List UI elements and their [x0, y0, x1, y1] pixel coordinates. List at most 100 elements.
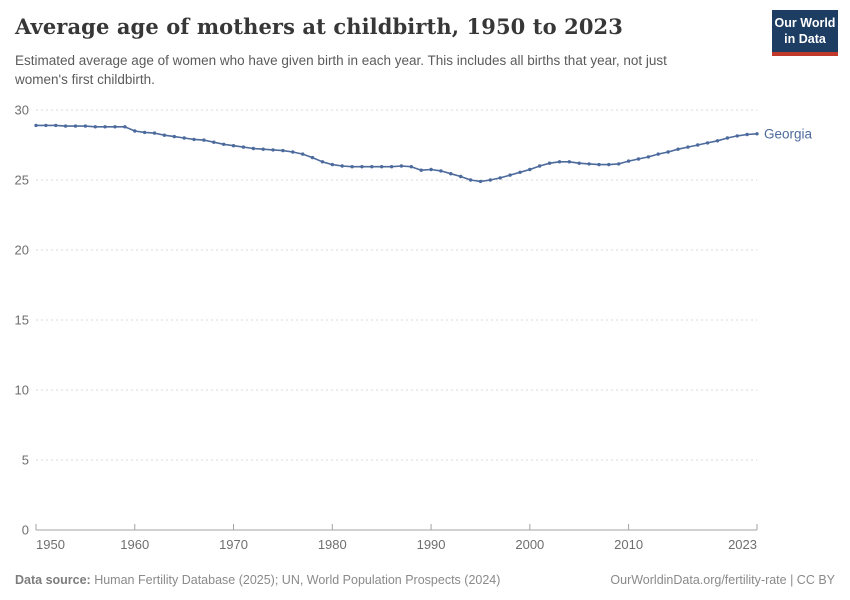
data-point — [162, 133, 167, 137]
data-point — [231, 144, 236, 148]
data-point — [54, 123, 58, 128]
page-title: Average age of mothers at childbirth, 19… — [15, 14, 623, 39]
data-source-note: Data source: Human Fertility Database (2… — [15, 573, 500, 587]
data-point — [133, 129, 137, 133]
x-tick-label: 1990 — [417, 537, 446, 552]
y-tick-label: 30 — [15, 103, 29, 118]
owid-logo-line2: in Data — [784, 31, 826, 46]
data-point — [34, 123, 38, 128]
data-point — [508, 173, 512, 177]
data-point — [93, 125, 98, 129]
y-tick-label: 20 — [15, 243, 29, 258]
x-tick-label: 1970 — [219, 537, 248, 552]
data-point — [212, 140, 216, 144]
x-axis: 1950 1960 1970 1980 1990 2000 2010 2023 — [35, 524, 758, 552]
data-point — [409, 165, 413, 169]
data-point — [636, 157, 641, 161]
data-point — [439, 169, 443, 173]
data-point — [202, 138, 206, 142]
data-point — [577, 161, 581, 165]
data-point — [686, 145, 690, 149]
data-source-text: Human Fertility Database (2025); UN, Wor… — [90, 573, 501, 587]
data-point — [350, 165, 354, 169]
data-source-label: Data source: — [15, 573, 91, 587]
data-point — [459, 174, 463, 179]
data-point — [498, 176, 502, 180]
data-point — [142, 130, 147, 135]
chart-footer: Data source: Human Fertility Database (2… — [15, 573, 835, 587]
data-point — [705, 141, 710, 145]
data-point — [44, 123, 48, 128]
data-point — [656, 152, 660, 156]
data-point — [360, 165, 364, 169]
data-point — [715, 139, 720, 143]
data-point — [370, 165, 374, 169]
data-point — [281, 148, 285, 153]
data-point — [735, 134, 739, 138]
data-point — [449, 172, 453, 176]
data-point — [83, 124, 88, 128]
data-point — [557, 160, 562, 164]
owid-logo-line1: Our World — [774, 16, 836, 30]
data-point — [597, 162, 601, 167]
y-tick-label: 5 — [22, 453, 29, 468]
data-point — [488, 178, 492, 182]
data-point — [63, 124, 68, 128]
owid-citation-link[interactable]: OurWorldinData.org/fertility-rate | CC B… — [610, 573, 835, 587]
data-point — [567, 160, 571, 164]
x-tick-label: 2023 — [728, 537, 757, 552]
data-point — [587, 162, 591, 166]
data-point — [113, 125, 117, 129]
y-tick-label: 10 — [15, 383, 29, 398]
data-point — [389, 165, 394, 169]
data-point — [320, 160, 325, 164]
data-point — [468, 178, 473, 182]
x-tick-label: 1960 — [120, 537, 149, 552]
data-point — [152, 131, 157, 135]
data-point — [666, 150, 670, 154]
y-tick-label: 0 — [22, 523, 29, 538]
x-tick-label: 1980 — [318, 537, 347, 552]
data-point — [182, 136, 186, 140]
data-point — [755, 132, 759, 136]
data-point — [547, 161, 552, 165]
data-point — [538, 164, 542, 168]
data-point — [291, 150, 295, 154]
data-point — [419, 168, 423, 172]
x-tick-label: 2000 — [515, 537, 544, 552]
data-point — [310, 155, 315, 160]
data-point — [123, 125, 127, 129]
data-point — [399, 164, 404, 168]
data-point — [528, 167, 532, 172]
data-point — [261, 147, 265, 151]
y-axis: 0 5 10 15 20 25 30 — [15, 103, 757, 538]
data-point — [330, 162, 334, 167]
data-point — [478, 179, 483, 184]
data-point — [172, 134, 176, 139]
x-tick-label: 1950 — [36, 537, 65, 552]
data-point — [271, 148, 275, 152]
data-point — [646, 155, 651, 159]
chart-subtitle: Estimated average age of women who have … — [15, 53, 667, 87]
data-point — [607, 162, 611, 167]
data-point — [745, 132, 749, 137]
entity-label[interactable]: Georgia — [764, 126, 813, 141]
data-point — [73, 124, 78, 128]
data-point — [301, 152, 305, 156]
data-point — [192, 137, 196, 142]
data-point — [429, 167, 433, 172]
data-point — [518, 170, 522, 174]
data-point — [676, 147, 680, 151]
data-point — [251, 146, 255, 151]
data-point — [222, 142, 226, 146]
data-point — [380, 165, 384, 169]
series-georgia[interactable]: Georgia — [34, 123, 813, 184]
y-tick-label: 15 — [15, 313, 29, 328]
data-point — [617, 162, 621, 166]
data-point — [103, 125, 107, 129]
owid-logo: Our World in Data — [772, 10, 838, 57]
y-tick-label: 25 — [15, 173, 29, 188]
data-point — [626, 159, 631, 163]
